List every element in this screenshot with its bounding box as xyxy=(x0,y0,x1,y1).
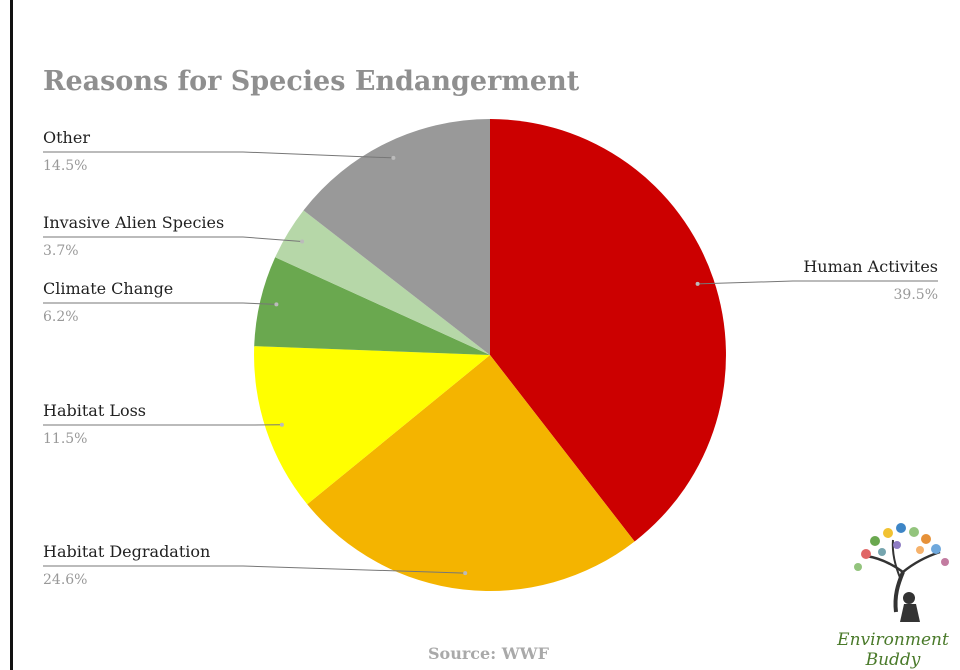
slice-labels: Human Activites 39.5% Habitat Degradation 2… xyxy=(43,128,938,588)
leader-line xyxy=(697,280,938,285)
slice-label-value: 6.2% xyxy=(43,309,79,325)
pie-slice-habitat-degradation xyxy=(307,355,635,592)
leader-line xyxy=(43,236,303,242)
slice-label-name: Habitat Degradation xyxy=(43,542,210,561)
leader-line xyxy=(43,302,277,305)
slice-label-name: Human Activites xyxy=(803,257,938,276)
pie-slices xyxy=(254,119,726,592)
slice-label-name: Habitat Loss xyxy=(43,401,146,420)
left-border xyxy=(10,0,13,670)
slice-label-value: 14.5% xyxy=(43,158,87,174)
leader-dot xyxy=(463,571,468,576)
environment-buddy-logo: Environment Buddy xyxy=(836,523,949,670)
slice-label-value: 11.5% xyxy=(43,431,87,447)
leader-line xyxy=(43,565,466,574)
slice-label-name: Climate Change xyxy=(43,279,173,298)
logo-line-1: Environment xyxy=(836,630,949,650)
pie-slice-invasive-alien-species xyxy=(275,210,490,355)
leader-dot xyxy=(391,155,396,160)
slice-label-value: 39.5% xyxy=(894,287,938,303)
slice-label-value: 3.7% xyxy=(43,243,79,259)
leader-dot xyxy=(695,281,700,286)
pie-slice-habitat-loss xyxy=(254,346,490,505)
pie-slice-human-activites xyxy=(490,119,726,542)
source-note: Source: WWF xyxy=(428,644,550,663)
pie-slice-climate-change xyxy=(254,257,490,355)
pie-slice-other xyxy=(303,119,490,355)
slice-label-name: Other xyxy=(43,128,90,147)
leader-dot xyxy=(274,302,279,307)
slice-label-name: Invasive Alien Species xyxy=(43,213,224,232)
chart-title: Reasons for Species Endangerment xyxy=(43,66,580,97)
leader-dot xyxy=(279,422,284,427)
leader-dot xyxy=(300,239,305,244)
leader-line xyxy=(43,151,394,159)
slice-label-value: 24.6% xyxy=(43,572,87,588)
logo-line-2: Buddy xyxy=(865,650,921,670)
